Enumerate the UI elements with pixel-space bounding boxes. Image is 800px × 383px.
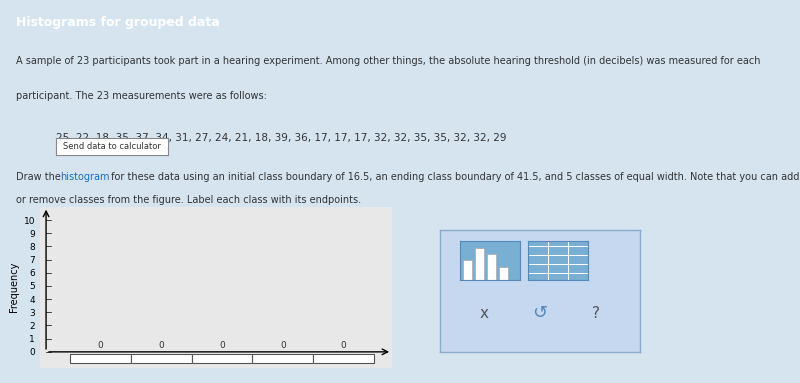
Bar [70, 354, 131, 363]
Bar [313, 354, 374, 363]
Text: or remove classes from the figure. Label each class with its endpoints.: or remove classes from the figure. Label… [16, 195, 361, 205]
Text: 0: 0 [98, 341, 103, 350]
Bar [253, 354, 313, 363]
Text: 25, 22, 18, 35, 37, 34, 31, 27, 24, 21, 18, 39, 36, 17, 17, 17, 32, 32, 35, 35, : 25, 22, 18, 35, 37, 34, 31, 27, 24, 21, … [56, 133, 506, 143]
Text: ?: ? [592, 306, 600, 321]
Bar [499, 267, 509, 280]
Y-axis label: Frequency: Frequency [10, 262, 19, 313]
Bar [463, 260, 473, 280]
Text: 0: 0 [341, 341, 346, 350]
Text: x: x [479, 306, 489, 321]
Text: participant. The 23 measurements were as follows:: participant. The 23 measurements were as… [16, 92, 267, 101]
Bar [475, 248, 485, 280]
Text: Send data to calculator: Send data to calculator [63, 142, 161, 151]
Bar [487, 254, 497, 280]
Text: ↺: ↺ [533, 304, 547, 322]
Bar [131, 354, 192, 363]
Text: 0: 0 [219, 341, 225, 350]
Bar [192, 354, 253, 363]
Text: for these data using an initial class boundary of 16.5, an ending class boundary: for these data using an initial class bo… [108, 172, 799, 182]
Text: 0: 0 [158, 341, 164, 350]
Text: Draw the: Draw the [16, 172, 64, 182]
Text: A sample of 23 participants took part in a hearing experiment. Among other thing: A sample of 23 participants took part in… [16, 56, 761, 66]
Text: 0: 0 [280, 341, 286, 350]
Text: Histograms for grouped data: Histograms for grouped data [16, 16, 220, 29]
Text: histogram: histogram [60, 172, 110, 182]
